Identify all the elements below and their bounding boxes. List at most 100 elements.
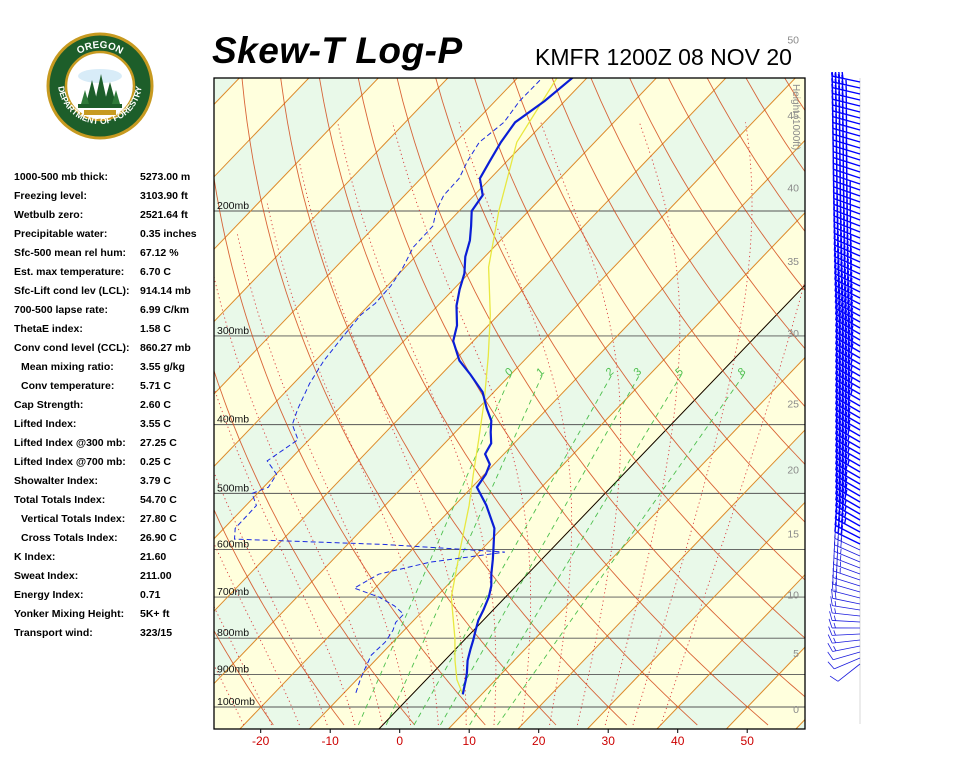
wind-barb-flag — [837, 265, 840, 276]
wind-barb-flag — [837, 504, 842, 515]
wind-barb-flag — [847, 407, 851, 418]
wind-barb-flag — [840, 302, 844, 313]
isotherm-line — [586, 501, 805, 729]
index-value: 21.60 — [140, 551, 167, 563]
index-row: Cross Totals Index: 26.90 C — [14, 529, 214, 548]
index-value: 0.71 — [140, 589, 161, 601]
wind-barb-flag — [834, 522, 837, 532]
wind-barb-flag — [838, 444, 842, 454]
wind-barb-staff — [832, 597, 861, 605]
wind-barb-flag — [847, 305, 851, 316]
wind-barb-flag — [837, 523, 840, 534]
wind-barb-flag — [838, 336, 842, 346]
chart-title: Skew-T Log-P — [212, 30, 463, 71]
index-value: 860.27 mb — [140, 342, 191, 354]
wind-barb-flag — [847, 401, 851, 412]
index-value: 3.79 C — [140, 475, 171, 487]
wind-barb-staff — [837, 663, 861, 682]
wind-barb-flag — [847, 353, 851, 364]
wind-barb-flag — [835, 412, 839, 423]
wind-barb-flag — [847, 311, 851, 322]
dry-adiabat-line — [813, 0, 960, 725]
wind-barb-staff — [832, 87, 861, 95]
pressure-labels: 200mb 300mb 400mb 500mb 600mb 700mb 800mb 900mb… — [217, 200, 255, 708]
wind-barb-flag — [844, 363, 848, 374]
wind-barb-flag — [847, 335, 851, 346]
wind-barb-staff — [832, 633, 861, 636]
index-row: Vertical Totals Index: 27.80 C — [14, 510, 214, 529]
wind-barb-flag — [838, 432, 842, 442]
wind-barb-flag — [835, 442, 839, 453]
temperature-profile-line — [452, 78, 574, 695]
wind-barb-flag — [844, 441, 848, 452]
wind-barb-half-flag — [850, 377, 853, 383]
isotherm-line — [214, 78, 727, 612]
wind-barb-flag — [840, 525, 844, 535]
wind-barb-flag — [849, 289, 853, 300]
index-value: 2.60 C — [140, 399, 171, 411]
wind-barb-flag — [835, 340, 839, 351]
wind-barb-flag — [834, 293, 838, 303]
wind-barb-flag — [841, 356, 845, 366]
dewpoint-profile-line — [233, 78, 543, 693]
moist-adiabat-line — [632, 122, 753, 726]
wind-barb-half-flag — [843, 518, 847, 524]
index-row: 700-500 lapse rate: 6.99 C/km — [14, 301, 214, 320]
index-value: 6.99 C/km — [140, 304, 190, 316]
index-row: Mean mixing ratio: 3.55 g/kg — [14, 358, 214, 377]
wind-barb-flag — [846, 270, 850, 281]
wind-barb-flag — [835, 382, 839, 393]
isotherm-line — [0, 73, 105, 734]
wind-barb-flag — [841, 488, 845, 498]
wind-barb-half-flag — [844, 506, 847, 512]
index-label: Lifted Index: — [14, 418, 77, 430]
wind-barb-flag — [844, 411, 848, 422]
wind-barb-flag — [846, 276, 850, 286]
wind-barb-half-flag — [834, 608, 837, 614]
height-tick-label: 45 — [787, 110, 799, 122]
wind-barb-flag — [835, 316, 839, 327]
wind-barb-flag — [847, 341, 851, 352]
isotherm-line — [214, 78, 519, 395]
wind-barb-flag — [838, 414, 842, 424]
wind-barb-flag — [841, 374, 845, 384]
wind-barb-flag — [835, 394, 839, 405]
wind-barb-flag — [841, 452, 845, 462]
wind-barb-flag — [844, 351, 848, 362]
wind-barb-staff — [832, 110, 861, 119]
wind-barb-flag — [850, 313, 854, 323]
wind-barb-flag — [844, 447, 848, 458]
wind-barb-flag — [829, 611, 833, 621]
wind-barb-half-flag — [833, 637, 837, 643]
station-date-label: KMFR 1200Z 08 NOV 20 — [535, 44, 792, 70]
index-row: Sfc-500 mean rel hum: 67.12 % — [14, 244, 214, 263]
wind-barb-flag — [840, 261, 843, 272]
index-row: Lifted Index @700 mb: 0.25 C — [14, 453, 214, 472]
index-value: 2521.64 ft — [140, 209, 188, 221]
dry-adiabat-line — [512, 78, 805, 523]
wind-barb-flag — [841, 434, 845, 444]
wind-barb-flag — [841, 500, 845, 510]
wind-barb-flag — [838, 498, 842, 508]
height-tick-label: 35 — [787, 256, 799, 268]
wind-barb-flag — [827, 643, 833, 652]
dry-adiabat-line — [551, 78, 805, 465]
wind-barb-flag — [847, 383, 851, 394]
wind-barb-flag — [838, 408, 842, 418]
wind-barb-flag — [841, 476, 845, 486]
index-value: 3.55 g/kg — [140, 361, 185, 373]
x-tick-label: -20 — [252, 734, 270, 748]
dry-adiabat-line — [280, 78, 628, 726]
wind-barb-flag — [835, 370, 839, 381]
index-value: 5.71 C — [140, 380, 171, 392]
isotherm-lines — [0, 73, 805, 734]
index-label: 1000-500 mb thick: — [14, 171, 108, 183]
wind-barb-flag — [838, 360, 842, 370]
index-value: 211.00 — [140, 570, 172, 582]
logo-text-top: OREGON — [75, 40, 125, 57]
wind-barb-flag — [844, 381, 848, 392]
wind-barb-flag — [838, 438, 842, 448]
wind-barb-flag — [838, 318, 842, 328]
pressure-label: 800mb — [217, 627, 249, 639]
